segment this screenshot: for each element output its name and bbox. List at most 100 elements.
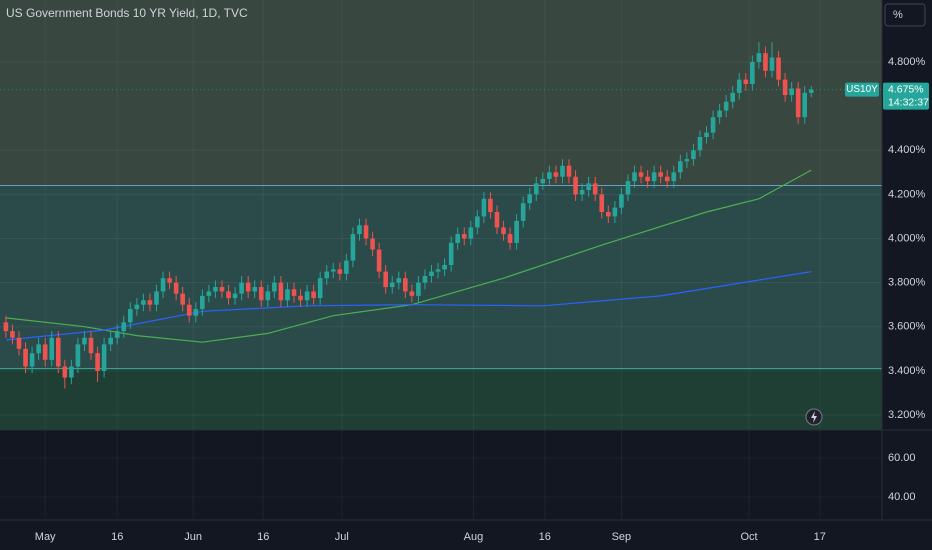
y-tick-label: 3.400% xyxy=(888,365,926,377)
candle-body xyxy=(121,322,127,332)
candle-body xyxy=(533,183,539,195)
candle-body xyxy=(36,344,41,354)
x-tick-label: 16 xyxy=(111,531,123,543)
candle-body xyxy=(501,227,506,235)
candle-body xyxy=(776,57,781,80)
candle-body xyxy=(154,291,159,305)
y-tick-label: 4.000% xyxy=(888,232,926,244)
candle-body xyxy=(808,89,814,93)
candle-body xyxy=(651,172,657,182)
bolt xyxy=(811,411,817,423)
zone xyxy=(0,0,882,186)
symbol-tag xyxy=(845,82,879,97)
candle-body xyxy=(173,282,179,294)
candle-body xyxy=(134,304,140,310)
candle-body xyxy=(435,269,441,272)
last-price-label: 4.675% xyxy=(888,83,924,95)
candle-body xyxy=(200,295,205,310)
x-tick-label: Aug xyxy=(464,531,484,543)
zone xyxy=(0,185,882,369)
candle-body xyxy=(62,366,68,378)
candle-body xyxy=(272,282,277,292)
candle-body xyxy=(468,227,474,239)
candle-body xyxy=(599,194,605,213)
unit-box[interactable] xyxy=(884,3,926,27)
candle-body xyxy=(239,282,244,294)
candle-body xyxy=(586,183,591,190)
countdown: 14:32:37 xyxy=(888,96,929,108)
candle-body xyxy=(605,212,611,217)
x-tick-label: Sep xyxy=(612,531,632,543)
candle-body xyxy=(664,176,670,182)
candle-body xyxy=(95,353,100,371)
candle-body xyxy=(88,337,94,354)
x-tick-label: 16 xyxy=(539,531,551,543)
candle-body xyxy=(285,289,290,301)
candle-body xyxy=(147,300,153,305)
candle-body xyxy=(475,216,480,228)
candle-body xyxy=(704,132,709,138)
candle-body xyxy=(10,331,15,338)
candle-body xyxy=(23,348,28,367)
x-tick-label: Oct xyxy=(741,531,758,543)
candle-body xyxy=(782,79,788,96)
candle-body xyxy=(802,92,808,118)
candle-body xyxy=(553,172,559,177)
candle-body xyxy=(317,278,323,299)
candle-body xyxy=(396,278,402,283)
candle-body xyxy=(416,282,421,296)
candle-body xyxy=(278,282,284,301)
candle-body xyxy=(789,88,794,96)
candle-body xyxy=(769,57,775,71)
candle-body xyxy=(82,337,87,345)
candle-body xyxy=(638,172,644,177)
candle-body xyxy=(697,137,703,151)
candle-body xyxy=(383,271,388,288)
candle-body xyxy=(16,337,22,349)
candle-body xyxy=(409,291,415,296)
candle-body xyxy=(324,271,330,279)
last-price-tag xyxy=(883,82,929,110)
plot-area xyxy=(0,0,882,520)
candle-body xyxy=(461,234,467,239)
candle-body xyxy=(330,269,336,272)
moving-average xyxy=(5,169,812,343)
candle-body xyxy=(743,79,749,85)
moving-average xyxy=(5,271,812,341)
candle-body xyxy=(756,53,762,62)
candle-body xyxy=(108,337,113,345)
candle-body xyxy=(795,88,801,118)
candle-body xyxy=(193,309,199,316)
candle-body xyxy=(619,194,624,208)
candle-body xyxy=(42,344,48,360)
x-tick-label: 16 xyxy=(257,531,269,543)
candle-body xyxy=(226,291,231,299)
candle-body xyxy=(645,176,650,182)
candle-body xyxy=(252,287,258,292)
y-tick-label: 3.200% xyxy=(888,409,926,421)
candle-body xyxy=(265,291,271,301)
candle-body xyxy=(167,278,172,283)
y-tick-label: 3.800% xyxy=(888,277,926,289)
candle-body xyxy=(723,101,729,111)
axis-unit: % xyxy=(893,9,903,21)
candle-body xyxy=(717,110,722,118)
candle-body xyxy=(678,161,683,173)
candle-body xyxy=(763,53,768,71)
candle-body xyxy=(691,150,696,160)
candle-body xyxy=(186,304,192,316)
candle-body xyxy=(422,276,428,283)
candle-body xyxy=(547,172,552,179)
candle-body xyxy=(245,282,251,292)
y-tick-label: 3.600% xyxy=(888,321,926,333)
candle-body xyxy=(376,249,382,272)
candle-body xyxy=(612,207,618,217)
candle-body xyxy=(75,344,81,367)
candle-body xyxy=(442,264,447,270)
candle-body xyxy=(363,225,369,239)
zone xyxy=(0,368,882,430)
y-tick-label: 4.200% xyxy=(888,188,926,200)
candle-body xyxy=(403,278,408,292)
x-tick-label: May xyxy=(35,531,56,543)
